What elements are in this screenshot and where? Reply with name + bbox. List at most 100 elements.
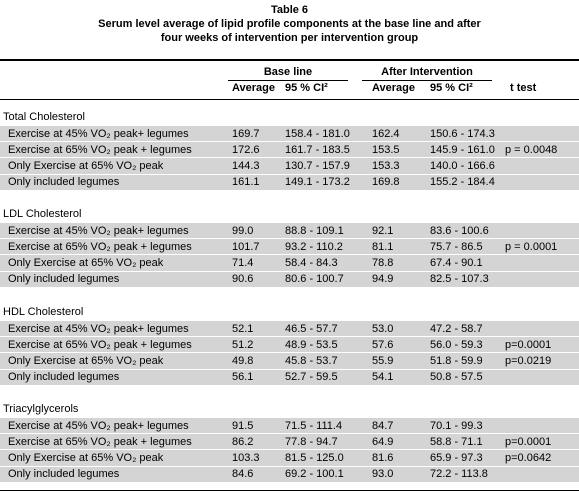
cell: 56.1 <box>232 371 254 384</box>
cell: 65.9 - 97.3 <box>430 451 483 464</box>
row-background <box>0 223 579 239</box>
row-background <box>0 337 579 353</box>
cell: 145.9 - 161.0 <box>430 143 495 156</box>
row-label: Exercise at 65% VO₂ peak + legumes <box>8 435 192 448</box>
row-background <box>0 255 579 271</box>
header-rule <box>0 99 579 100</box>
row-label: Exercise at 65% VO₂ peak + legumes <box>8 143 192 156</box>
column-header: Average <box>372 82 416 94</box>
cell: 83.6 - 100.6 <box>430 224 489 237</box>
cell: 158.4 - 181.0 <box>285 127 350 140</box>
row-background <box>0 174 579 190</box>
cell: 99.0 <box>232 224 254 237</box>
table-title: Table 6 <box>270 4 309 16</box>
row-label: Exercise at 65% VO₂ peak + legumes <box>8 240 192 253</box>
cell: 45.8 - 53.7 <box>285 354 338 367</box>
cell: 82.5 - 107.3 <box>430 273 489 286</box>
cell: 75.7 - 86.5 <box>430 240 483 253</box>
cell: 52.7 - 59.5 <box>285 371 338 384</box>
cell: p=0.0001 <box>505 435 552 448</box>
group-title: Triacylglycerols <box>3 403 79 415</box>
bottom-rule <box>0 490 579 491</box>
group-underline <box>228 80 348 81</box>
group-underline <box>362 80 492 81</box>
row-label: Only included legumes <box>8 468 120 481</box>
cell: 81.5 - 125.0 <box>285 451 344 464</box>
row-background <box>0 450 579 466</box>
cell: 94.9 <box>372 273 394 286</box>
cell: p=0.0001 <box>505 338 552 351</box>
row-label: Only Exercise at 65% VO₂ peak <box>8 159 164 172</box>
cell: 153.5 <box>372 143 400 156</box>
group-title: LDL Cholesterol <box>3 208 82 220</box>
cell: 81.1 <box>372 240 394 253</box>
row-background <box>0 126 579 142</box>
group-header: After Intervention <box>381 66 473 78</box>
row-background <box>0 239 579 255</box>
row-label: Exercise at 45% VO₂ peak+ legumes <box>8 419 189 432</box>
column-header: 95 % CI² <box>285 82 328 94</box>
cell: 72.2 - 113.8 <box>430 468 488 481</box>
cell: 51.8 - 59.9 <box>430 354 483 367</box>
cell: 49.8 <box>232 354 254 367</box>
cell: 53.0 <box>372 322 394 335</box>
row-label: Exercise at 45% VO₂ peak+ legumes <box>8 224 189 237</box>
cell: 56.0 - 59.3 <box>430 338 483 351</box>
cell: 70.1 - 99.3 <box>430 419 483 432</box>
cell: 169.7 <box>232 127 260 140</box>
cell: 80.6 - 100.7 <box>285 273 344 286</box>
row-background <box>0 271 579 287</box>
cell: 52.1 <box>232 322 254 335</box>
top-rule <box>0 59 579 61</box>
cell: 150.6 - 174.3 <box>430 127 495 140</box>
cell: 149.1 - 173.2 <box>285 176 350 189</box>
cell: 162.4 <box>372 127 400 140</box>
row-label: Only included legumes <box>8 371 120 384</box>
cell: 77.8 - 94.7 <box>285 435 338 448</box>
row-background <box>0 466 579 482</box>
cell: 47.2 - 58.7 <box>430 322 483 335</box>
cell: p = 0.0048 <box>505 143 558 156</box>
row-label: Only included legumes <box>8 273 120 286</box>
cell: 71.4 <box>232 256 254 269</box>
row-label: Only Exercise at 65% VO₂ peak <box>8 256 164 269</box>
cell: 144.3 <box>232 159 260 172</box>
group-header: Base line <box>263 66 313 78</box>
cell: 140.0 - 166.6 <box>430 159 495 172</box>
column-header: Average <box>232 82 276 94</box>
cell: 101.7 <box>232 240 260 253</box>
row-label: Only Exercise at 65% VO₂ peak <box>8 451 164 464</box>
row-background <box>0 353 579 369</box>
group-title: Total Cholesterol <box>3 111 85 123</box>
column-header: t test <box>510 82 537 94</box>
group-title: HDL Cholesterol <box>3 306 84 318</box>
cell: 57.6 <box>372 338 394 351</box>
cell: 69.2 - 100.1 <box>285 468 344 481</box>
cell: 155.2 - 184.4 <box>430 176 495 189</box>
cell: 78.8 <box>372 256 394 269</box>
cell: 86.2 <box>232 435 254 448</box>
cell: 91.5 <box>232 419 254 432</box>
cell: 130.7 - 157.9 <box>285 159 350 172</box>
table-subtitle: four weeks of intervention per intervent… <box>160 32 419 44</box>
cell: 84.7 <box>372 419 394 432</box>
cell: 84.6 <box>232 468 254 481</box>
cell: 67.4 - 90.1 <box>430 256 483 269</box>
cell: 88.8 - 109.1 <box>285 224 344 237</box>
row-background <box>0 321 579 337</box>
row-background <box>0 418 579 434</box>
cell: 169.8 <box>372 176 400 189</box>
table-subtitle: Serum level average of lipid profile com… <box>98 18 481 30</box>
cell: 161.1 <box>232 176 260 189</box>
row-background <box>0 158 579 174</box>
cell: 153.3 <box>372 159 400 172</box>
cell: 64.9 <box>372 435 394 448</box>
cell: 93.2 - 110.2 <box>285 240 343 253</box>
row-background <box>0 369 579 385</box>
cell: 48.9 - 53.5 <box>285 338 338 351</box>
cell: p=0.0219 <box>505 354 552 367</box>
cell: 161.7 - 183.5 <box>285 143 350 156</box>
cell: p=0.0642 <box>505 451 552 464</box>
row-background <box>0 142 579 158</box>
